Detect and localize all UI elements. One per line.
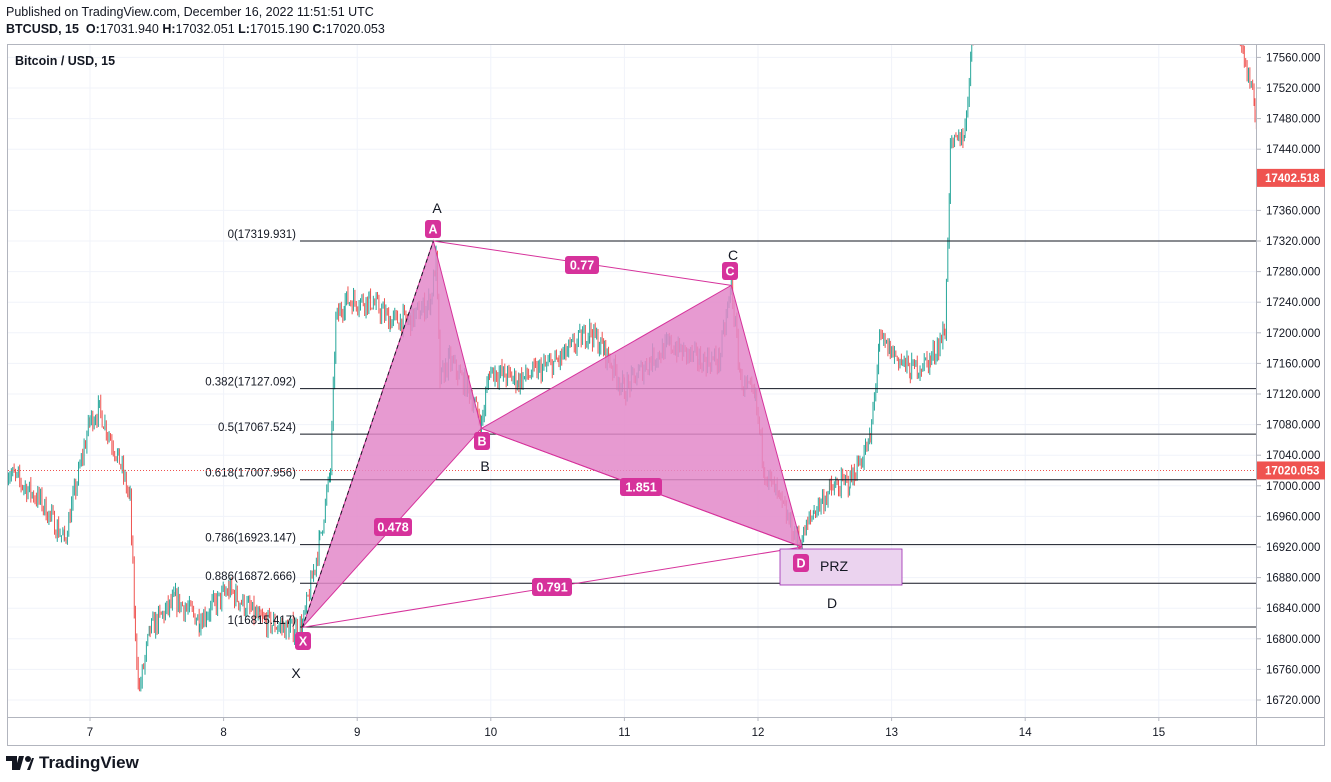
price-axis[interactable]: 17560.000 17520.000 17480.000 17440.000 1736…: [1256, 52, 1325, 707]
time-tick-label: 8: [220, 727, 226, 739]
point-b-badge: B: [474, 432, 490, 450]
fib-label: 0.618(17007.956): [205, 468, 296, 480]
ratio-xd-bg: [532, 578, 572, 596]
price-tick-label: 17080.000: [1266, 420, 1320, 432]
price-tick-label: 16880.000: [1266, 573, 1320, 585]
price-tick-label: 17480.000: [1266, 114, 1320, 126]
brand-name: TradingView: [39, 753, 139, 772]
point-d-badge-text: D: [796, 557, 805, 571]
time-axis[interactable]: 7 8 9 10 11 12 13 14 15: [87, 717, 1165, 739]
price-tick-label: 16960.000: [1266, 511, 1320, 523]
chart-title: Bitcoin / USD, 15: [15, 54, 115, 68]
price-tick-label: 17120.000: [1266, 389, 1320, 401]
time-tick-label: 10: [484, 727, 497, 739]
tradingview-logo-icon: [6, 756, 34, 770]
price-tick-label: 16840.000: [1266, 603, 1320, 615]
ratio-ac: 0.77: [565, 256, 599, 274]
point-b-badge-text: B: [477, 435, 486, 449]
ratio-xb-bg: [374, 518, 412, 536]
fib-label: 0.382(17127.092): [205, 377, 296, 389]
ratio-bd: 1.851: [620, 478, 662, 496]
price-tick-label: 16760.000: [1266, 664, 1320, 676]
price-tick-label: 16720.000: [1266, 695, 1320, 707]
bcd-triangle: [480, 284, 803, 548]
point-c-badge-bg: [722, 262, 738, 280]
point-c-badge-text: C: [725, 265, 734, 279]
grid: [8, 45, 1256, 717]
point-d-badge: D: [793, 554, 809, 572]
price-tick-label: 17560.000: [1266, 52, 1320, 64]
open-label: O:: [85, 22, 100, 36]
price-tick-label: 17440.000: [1266, 144, 1320, 156]
current-price-label-bg: [1257, 461, 1325, 480]
price-tick-label: 17320.000: [1266, 236, 1320, 248]
fib-label: 0(17319.931): [228, 229, 297, 241]
open-value: 17031.940: [99, 22, 159, 36]
price-tick-label: 17280.000: [1266, 267, 1320, 279]
time-tick-label: 7: [87, 727, 93, 739]
fib-label: 0.5(17067.524): [218, 422, 296, 434]
price-tick-label: 17040.000: [1266, 450, 1320, 462]
time-tick-label: 12: [752, 727, 765, 739]
point-c-label: C: [728, 247, 738, 263]
price-tick-label: 17000.000: [1266, 481, 1320, 493]
point-d-label: D: [827, 595, 837, 611]
current-price-label: 17020.053: [1265, 465, 1319, 477]
point-b-label: B: [480, 458, 489, 474]
ratio-xb: 0.478: [374, 518, 412, 536]
ratio-bd-bg: [620, 478, 662, 496]
price-tick-label: 17240.000: [1266, 297, 1320, 309]
ratio-xd-text: 0.791: [536, 581, 567, 595]
point-x-badge: X: [295, 632, 311, 650]
close-label: C:: [312, 22, 326, 36]
time-tick-label: 11: [618, 727, 630, 739]
ratio-xb-text: 0.478: [377, 521, 408, 535]
price-tick-label: 17200.000: [1266, 328, 1320, 340]
point-b-badge-bg: [474, 432, 490, 450]
point-a-badge: A: [425, 220, 441, 238]
point-x-badge-text: X: [299, 635, 308, 649]
time-tick-label: 13: [885, 727, 898, 739]
tradingview-logo[interactable]: TradingView: [6, 753, 139, 773]
candles: [8, 45, 1256, 692]
ratio-ac-bg: [565, 256, 599, 274]
point-a-badge-text: A: [428, 223, 437, 237]
high-value: 17032.051: [175, 22, 235, 36]
ratio-xd: 0.791: [532, 578, 572, 596]
price-tick-label: 17360.000: [1266, 205, 1320, 217]
point-a-label: A: [432, 200, 442, 216]
chart-frame: [7, 44, 1325, 746]
harmonic-pattern[interactable]: PRZ 0.478 0.77 1.851 0.791 X X AA BB CC D D: [291, 200, 903, 681]
price-tick-label: 17160.000: [1266, 358, 1320, 370]
time-tick-label: 14: [1019, 727, 1032, 739]
fib-label: 0.886(16872.666): [205, 571, 296, 583]
price-tick-label: 16800.000: [1266, 634, 1320, 646]
point-c-badge: C: [722, 262, 738, 280]
point-x-label: X: [291, 665, 301, 681]
price-tick-label: 16920.000: [1266, 542, 1320, 554]
xa-dashed-line: [301, 240, 434, 628]
published-info: Published on TradingView.com, December 1…: [6, 5, 374, 19]
high-label: H:: [162, 22, 176, 36]
low-label: L:: [238, 22, 250, 36]
low-value: 17015.190: [249, 22, 310, 36]
time-tick-label: 9: [354, 727, 360, 739]
last-price-label-bg: [1257, 168, 1325, 187]
point-x-badge-bg: [295, 632, 311, 650]
symbol-ohlc: BTCUSD, 15 O:17031.940 H:17032.051 L:170…: [6, 22, 385, 36]
price-tick-label: 17520.000: [1266, 83, 1320, 95]
time-tick-label: 15: [1152, 727, 1165, 739]
point-a-badge-bg: [425, 220, 441, 238]
symbol: BTCUSD, 15: [6, 22, 79, 36]
point-d-badge-bg: [793, 554, 809, 572]
fib-label: 1(16815.417): [228, 615, 297, 627]
fib-label: 0.786(16923.147): [205, 533, 296, 545]
close-value: 17020.053: [325, 22, 385, 36]
last-price-label: 17402.518: [1265, 173, 1320, 185]
prz-label: PRZ: [820, 558, 848, 574]
ratio-ac-text: 0.77: [570, 259, 594, 273]
ratio-bd-text: 1.851: [625, 481, 656, 495]
